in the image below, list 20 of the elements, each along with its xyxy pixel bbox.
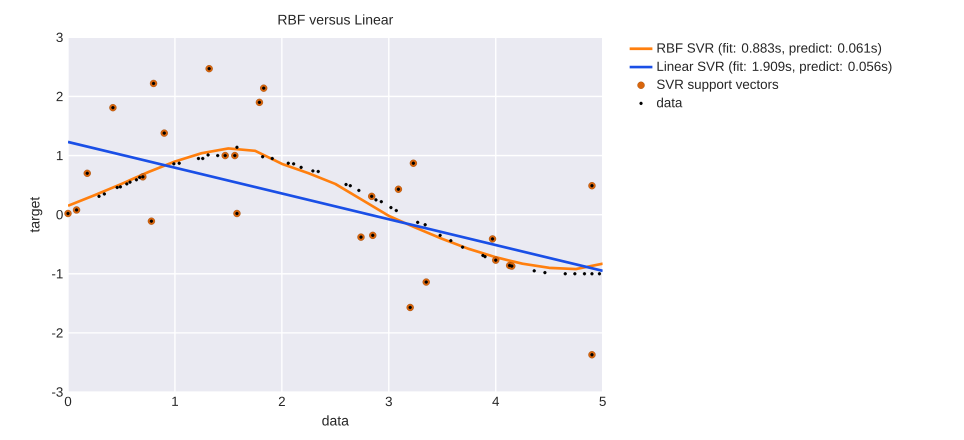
y-tick-label: -2 [52,328,63,338]
x-axis-title: data [322,415,349,426]
x-tick-label: 1 [172,396,178,406]
y-tick-label: 2 [56,92,63,102]
y-tick-label: 0 [56,210,63,220]
legend-label: RBF SVR (fit: 0.883s, predict: 0.061s) [657,42,882,56]
legend-label: Linear SVR (fit: 1.909s, predict: 0.056s) [657,61,892,74]
chart-title: RBF versus Linear [278,14,394,25]
x-tick-label: 3 [386,396,392,406]
legend-label: SVR support vectors [657,80,778,92]
y-axis-title: target [30,196,42,232]
y-tick-label: 3 [56,32,63,42]
x-tick-label: 4 [492,396,500,406]
y-tick-label: 1 [56,150,63,160]
x-tick-label: 2 [278,396,285,406]
x-tick-label: 0 [64,396,72,406]
y-tick-label: -1 [52,269,63,278]
legend-label: data [656,98,682,108]
y-tick-label: -3 [52,387,63,397]
x-tick-label: 5 [600,396,606,406]
